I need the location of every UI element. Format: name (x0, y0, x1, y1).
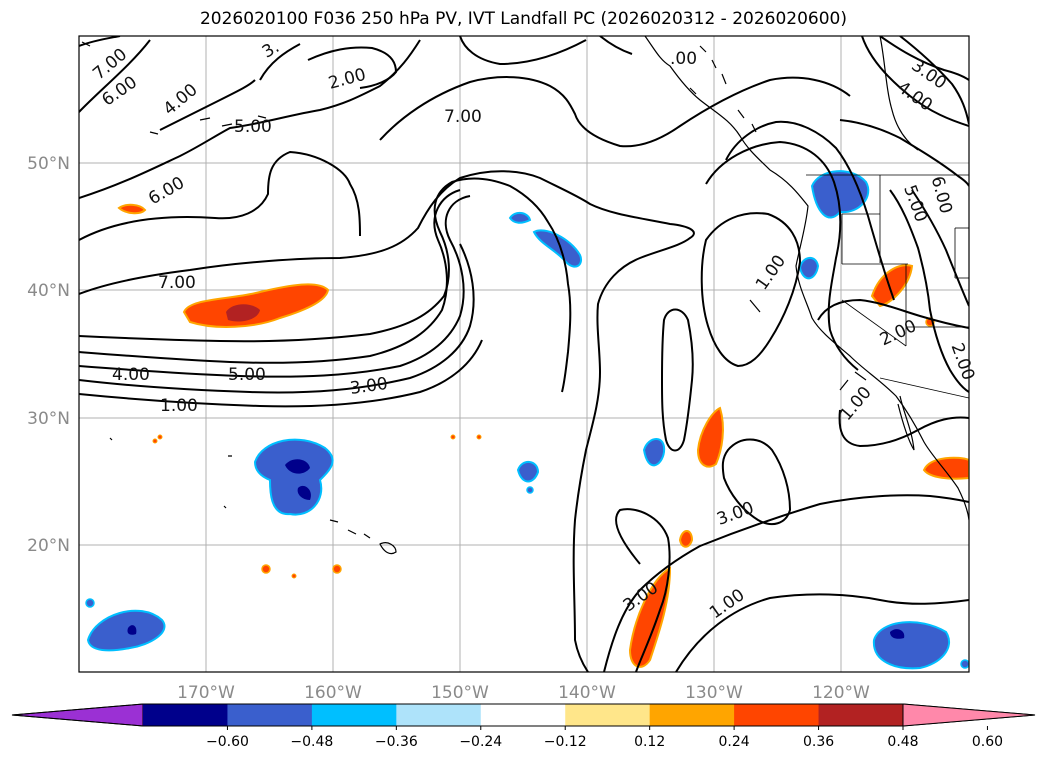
colorbar-tick-label: −0.60 (206, 734, 249, 750)
colorbar-segment (311, 704, 397, 726)
contour-label: 5.00 (228, 365, 266, 385)
lat-tick: 30°N (27, 409, 70, 429)
colorbar-tick-label: 0.36 (803, 734, 834, 750)
contour-label: 4.00 (112, 365, 150, 385)
colorbar-tick-label: −0.48 (290, 734, 333, 750)
negative-core-sw (127, 625, 137, 635)
negative-patch-hawaii-north (253, 438, 334, 516)
colorbar-segment (649, 704, 735, 726)
positive-patch-mexico (922, 456, 969, 480)
positive-patch-small-1 (117, 203, 147, 215)
lat-tick: 40°N (27, 281, 70, 301)
colorbar-segment (818, 704, 904, 726)
lon-tick: 140°W (558, 683, 616, 703)
colorbar-extend-max (902, 703, 1036, 727)
lon-tick: 150°W (431, 683, 489, 703)
colorbar-tick-label: −0.24 (459, 734, 502, 750)
colorbar-tick-label: 0.24 (719, 734, 750, 750)
lon-tick: 170°W (177, 683, 235, 703)
negative-patch-california (798, 257, 820, 280)
colorbar-tick-label: −0.12 (544, 734, 587, 750)
positive-patch-east-pacific-3 (628, 566, 672, 668)
colorbar-tick-label: −0.36 (375, 734, 418, 750)
positive-patch-east-pacific-1 (696, 406, 724, 468)
contour-label: 5.00 (234, 117, 272, 137)
positive-core-central-pacific (226, 304, 260, 322)
colorbar-segment (396, 704, 482, 726)
negative-core-hawaii-2 (297, 485, 311, 500)
contour-label: 7.00 (158, 273, 196, 293)
negative-patch-small-4 (642, 438, 666, 467)
colorbar-segment (143, 704, 228, 726)
colorbar-segment (227, 704, 313, 726)
negative-patch-oregon (810, 170, 870, 219)
colorbar: −0.60 −0.48 −0.36 −0.24 −0.12 0.12 0.24 0.36 0.4… (11, 703, 1036, 750)
colorbar-extend-min (11, 703, 144, 727)
contour-label: 1.00 (160, 396, 198, 416)
colorbar-segment (480, 704, 566, 726)
colorbar-segment (734, 704, 820, 726)
colorbar-tick-label: 0.48 (887, 734, 918, 750)
negative-patch-small-3 (516, 461, 540, 483)
map-title: 2026020100 F036 250 hPa PV, IVT Landfall… (199, 9, 847, 29)
colorbar-tick-label: 0.60 (972, 734, 1003, 750)
gridlines (79, 36, 969, 672)
shaded-patches (85, 170, 969, 670)
lon-tick: 160°W (304, 683, 362, 703)
contour-label: .00 (670, 49, 697, 69)
positive-patch-east-pacific-2 (678, 530, 694, 548)
lon-tick: 130°W (685, 683, 743, 703)
pv-contours (79, 36, 969, 672)
lat-tick: 50°N (27, 154, 70, 174)
negative-core-se (890, 629, 905, 639)
map-plot-area (79, 36, 969, 672)
map-frame (78, 35, 970, 673)
negative-patch-se (872, 621, 950, 670)
colorbar-tick-label: 0.12 (634, 734, 665, 750)
latitude-ticks: 50°N 40°N 30°N 20°N (27, 154, 70, 556)
longitude-ticks: 170°W 160°W 150°W 140°W 130°W 120°W (177, 683, 870, 703)
negative-patch-sw (86, 609, 166, 652)
political-borders (806, 174, 969, 399)
colorbar-segment (565, 704, 651, 726)
negative-patch-small-2 (508, 212, 532, 224)
negative-patch-small-mid (532, 229, 582, 268)
positive-patch-central-pacific (182, 283, 330, 328)
lon-tick: 120°W (812, 683, 870, 703)
negative-core-hawaii (285, 459, 310, 474)
lat-tick: 20°N (27, 536, 70, 556)
contour-label: 7.00 (444, 107, 482, 127)
positive-patch-nevada (870, 264, 914, 308)
